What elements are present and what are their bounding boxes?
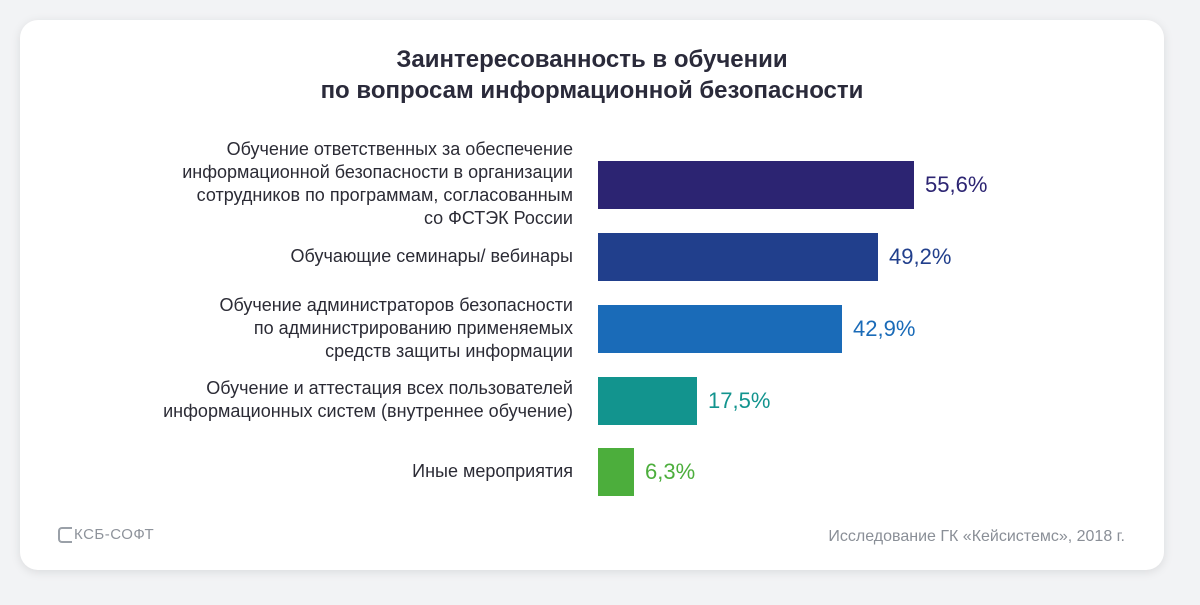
category-label: Обучение и аттестация всех пользователей… [103,377,573,423]
value-label: 42,9% [853,316,916,341]
bar [598,161,914,209]
bar [598,305,842,353]
category-label: Обучение ответственных за обеспечение инф… [103,138,573,230]
category-label-line: Обучение ответственных за обеспечение [226,139,573,159]
bar [598,377,697,425]
category-label: Иные мероприятия [103,460,573,483]
chart-title-line-2: по вопросам информационной безопасности [320,77,864,104]
value-label: 6,3% [645,459,696,484]
bar [598,233,878,281]
ksb-soft-logo: КСБ-СОФТ [58,526,154,543]
source-note: Исследование ГК «Кейсистемс», 2018 г. [828,528,1125,545]
category-label-line: информационных систем (внутреннее обучен… [163,401,573,421]
category-label-line: Иные мероприятия [412,460,573,481]
category-label-line: Обучающие семинары/ вебинары [290,245,573,266]
chart-card [20,20,1164,570]
category-label-line: по администрированию применяемых [253,317,573,338]
category-label-line: Обучение и аттестация всех пользователей [206,378,573,398]
value-label: 17,5% [708,388,771,413]
value-label: 55,6% [925,172,988,197]
category-label-line: Обучение администраторов безопасности [219,294,573,315]
category-label-line: средств защиты информации [325,340,573,361]
category-label-line: сотрудников по программам, согласованным [196,185,573,205]
logo-text: КСБ-СОФТ [74,526,155,543]
category-label: Обучающие семинары/ вебинары [103,245,573,268]
bar [598,448,634,496]
category-label: Обучение администраторов безопасности по … [103,294,573,363]
ksb-logo-mark-icon [58,526,72,543]
category-label-line: со ФСТЭК России [423,208,573,228]
chart-title-line-1: Заинтересованность в обучении [396,46,788,73]
value-label: 49,2% [889,244,952,269]
category-label-line: информационной безопасности в организаци… [182,162,573,182]
chart-title: Заинтересованность в обучении по вопроса… [0,44,1184,106]
